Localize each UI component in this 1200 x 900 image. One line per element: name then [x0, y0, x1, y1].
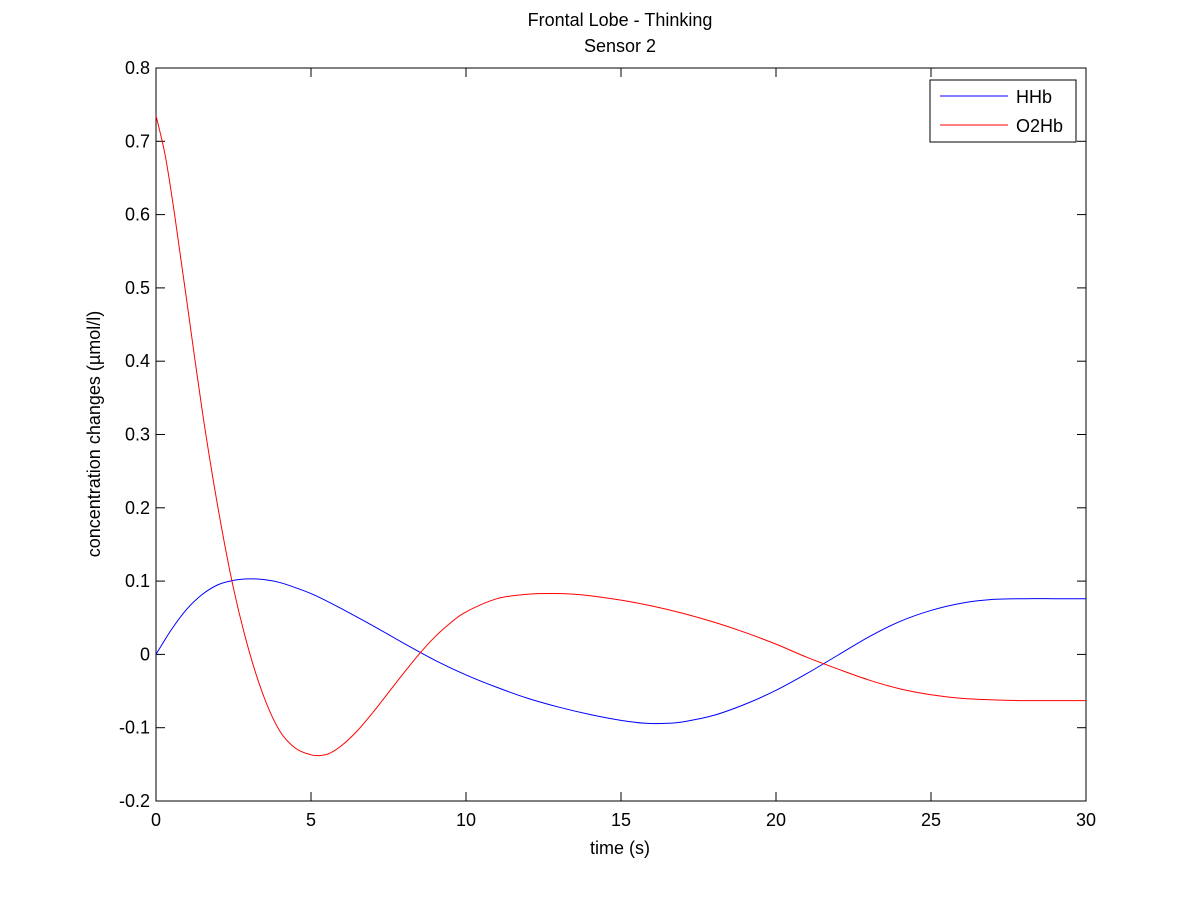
plot-area — [155, 67, 1087, 802]
y-tick-label: -0.2 — [119, 791, 150, 811]
x-tick-label: 15 — [611, 810, 631, 830]
x-axis-label: time (s) — [590, 838, 650, 858]
legend-box — [929, 79, 1077, 143]
x-axis: 0 5 10 15 20 25 30 — [151, 68, 1096, 830]
y-tick-label: 0.1 — [125, 571, 150, 591]
y-tick-label: 0 — [140, 644, 150, 664]
x-tick-label: 20 — [766, 810, 786, 830]
series-line-hhb — [155, 578, 1086, 725]
y-tick-label: 0.7 — [125, 131, 150, 151]
y-tick-label: -0.1 — [119, 718, 150, 738]
x-tick-label: 10 — [456, 810, 476, 830]
y-tick-label: 0.5 — [125, 278, 150, 298]
legend: HHb O2Hb — [929, 79, 1077, 143]
series-group — [155, 115, 1086, 757]
series-line-o2hb — [155, 115, 1086, 757]
y-axis: -0.2 -0.1 0 0.1 0.2 0.3 0.4 0.5 0.6 0.7 0.8 — [119, 58, 1086, 811]
chart-subtitle: Sensor 2 — [584, 36, 656, 56]
legend-label-o2hb: O2Hb — [1016, 116, 1063, 136]
x-tick-label: 25 — [921, 810, 941, 830]
y-tick-label: 0.4 — [125, 351, 150, 371]
y-axis-label: concentration changes (µmol/l) — [84, 311, 104, 558]
y-tick-label: 0.3 — [125, 425, 150, 445]
y-tick-label: 0.6 — [125, 205, 150, 225]
y-tick-label: 0.2 — [125, 498, 150, 518]
chart-title: Frontal Lobe - Thinking — [528, 10, 713, 30]
x-tick-label: 0 — [151, 810, 161, 830]
x-tick-label: 30 — [1076, 810, 1096, 830]
x-tick-label: 5 — [306, 810, 316, 830]
y-tick-label: 0.8 — [125, 58, 150, 78]
legend-label-hhb: HHb — [1016, 87, 1052, 107]
